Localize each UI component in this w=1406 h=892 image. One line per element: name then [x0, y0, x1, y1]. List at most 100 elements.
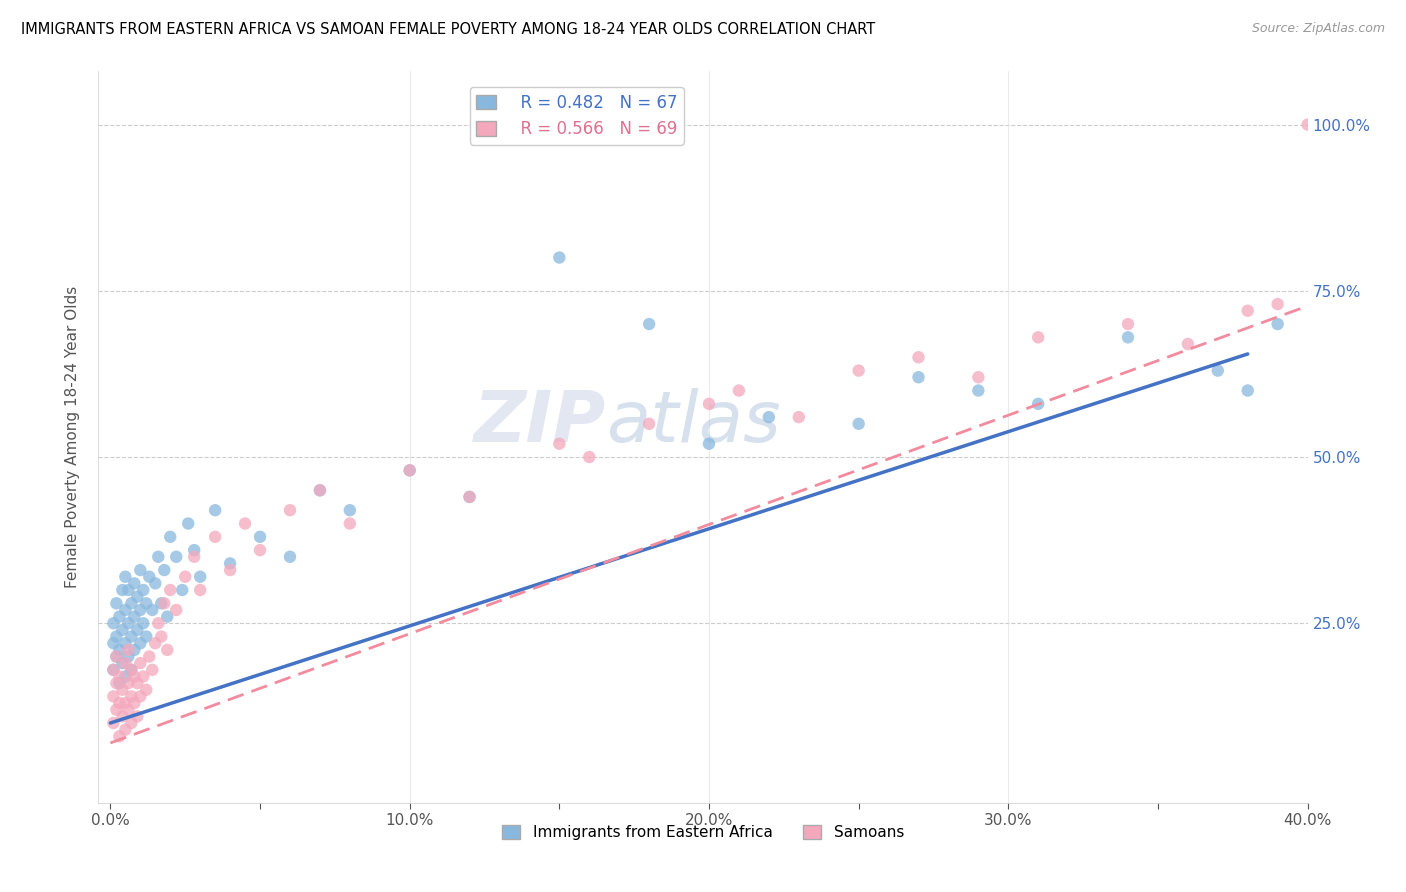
Point: [120, 596, 142, 610]
Point: [548, 436, 571, 450]
Point: [697, 397, 720, 411]
Point: [787, 410, 810, 425]
Point: [143, 636, 166, 650]
Point: [398, 463, 420, 477]
Point: [111, 656, 134, 670]
Text: Source: ZipAtlas.com: Source: ZipAtlas.com: [1251, 22, 1385, 36]
Point: [103, 616, 125, 631]
Point: [458, 490, 481, 504]
Point: [108, 696, 131, 710]
Point: [111, 623, 134, 637]
Point: [105, 596, 128, 610]
Point: [114, 570, 136, 584]
Point: [132, 669, 155, 683]
Point: [105, 649, 128, 664]
Point: [153, 563, 176, 577]
Point: [249, 543, 271, 558]
Point: [150, 596, 173, 610]
Point: [124, 696, 146, 710]
Point: [278, 549, 301, 564]
Point: [578, 450, 600, 464]
Point: [638, 317, 661, 331]
Point: [103, 690, 125, 704]
Point: [153, 596, 176, 610]
Point: [907, 351, 929, 365]
Point: [103, 663, 125, 677]
Point: [120, 690, 142, 704]
Point: [548, 251, 571, 265]
Point: [156, 643, 179, 657]
Point: [129, 656, 152, 670]
Point: [728, 384, 751, 398]
Point: [120, 663, 142, 677]
Point: [1296, 118, 1319, 132]
Point: [105, 630, 128, 644]
Point: [114, 656, 136, 670]
Point: [967, 384, 990, 398]
Point: [129, 690, 152, 704]
Point: [848, 417, 870, 431]
Point: [1177, 337, 1199, 351]
Point: [219, 557, 242, 571]
Point: [135, 682, 157, 697]
Point: [398, 463, 420, 477]
Point: [108, 643, 131, 657]
Text: IMMIGRANTS FROM EASTERN AFRICA VS SAMOAN FEMALE POVERTY AMONG 18-24 YEAR OLDS CO: IMMIGRANTS FROM EASTERN AFRICA VS SAMOAN…: [21, 22, 876, 37]
Point: [159, 582, 181, 597]
Point: [1236, 384, 1258, 398]
Point: [117, 616, 139, 631]
Point: [132, 582, 155, 597]
Point: [1236, 303, 1258, 318]
Point: [129, 636, 152, 650]
Point: [148, 616, 170, 631]
Point: [117, 703, 139, 717]
Point: [120, 716, 142, 731]
Point: [108, 729, 131, 743]
Point: [1267, 317, 1289, 331]
Point: [108, 609, 131, 624]
Point: [458, 490, 481, 504]
Point: [183, 549, 205, 564]
Point: [117, 676, 139, 690]
Point: [172, 582, 194, 597]
Point: [1026, 397, 1049, 411]
Point: [177, 516, 200, 531]
Point: [105, 676, 128, 690]
Point: [141, 663, 163, 677]
Point: [129, 603, 152, 617]
Point: [159, 530, 181, 544]
Point: [108, 669, 131, 683]
Point: [148, 549, 170, 564]
Point: [174, 570, 197, 584]
Point: [120, 630, 142, 644]
Y-axis label: Female Poverty Among 18-24 Year Olds: Female Poverty Among 18-24 Year Olds: [65, 286, 80, 588]
Point: [141, 603, 163, 617]
Point: [1026, 330, 1049, 344]
Point: [135, 630, 157, 644]
Point: [103, 636, 125, 650]
Point: [117, 643, 139, 657]
Point: [188, 570, 211, 584]
Point: [138, 570, 160, 584]
Point: [1116, 330, 1139, 344]
Point: [1267, 297, 1289, 311]
Point: [638, 417, 661, 431]
Point: [339, 503, 361, 517]
Point: [127, 676, 149, 690]
Point: [114, 696, 136, 710]
Point: [309, 483, 332, 498]
Point: [278, 503, 301, 517]
Point: [111, 709, 134, 723]
Point: [103, 663, 125, 677]
Point: [114, 603, 136, 617]
Point: [124, 609, 146, 624]
Point: [165, 549, 187, 564]
Point: [111, 582, 134, 597]
Point: [120, 663, 142, 677]
Point: [848, 363, 870, 377]
Point: [135, 596, 157, 610]
Point: [108, 676, 131, 690]
Point: [114, 723, 136, 737]
Legend: Immigrants from Eastern Africa, Samoans: Immigrants from Eastern Africa, Samoans: [496, 819, 910, 847]
Point: [165, 603, 187, 617]
